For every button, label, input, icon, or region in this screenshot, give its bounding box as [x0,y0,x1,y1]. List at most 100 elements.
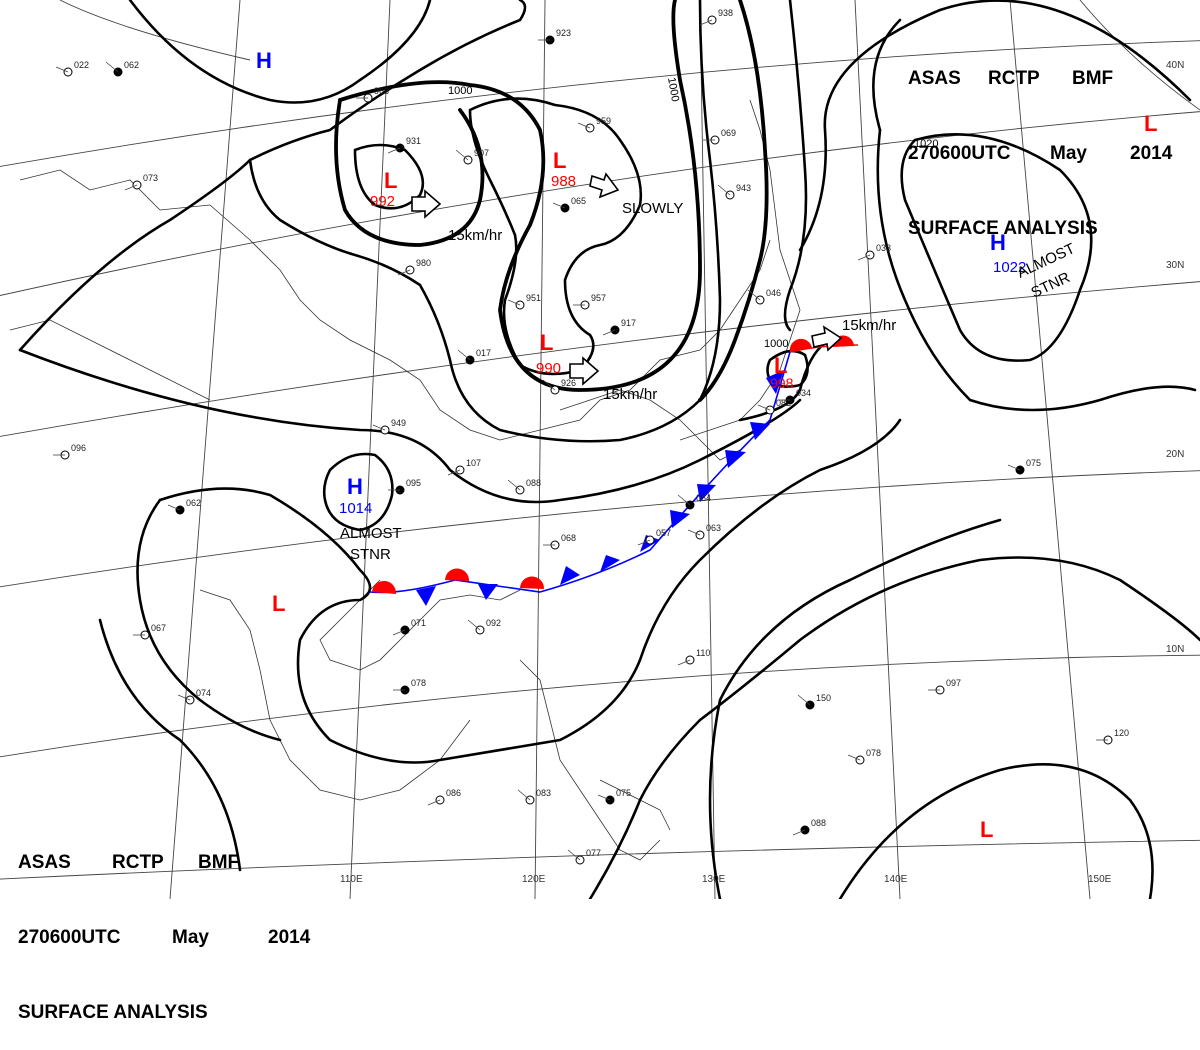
cold-front-tooth [560,566,580,585]
wind-barb [757,404,771,411]
station-pressure-value: 917 [621,318,636,328]
footer-time: 270600UTC [18,927,121,948]
title-analysis: SURFACE ANALYSIS [908,218,1098,239]
station-pressure-value: 064 [696,493,711,503]
station-pressure-value: 069 [721,128,736,138]
isobar-label: 1000 [448,85,472,97]
latitude-label: 40N [1166,60,1184,71]
pressure-centers: H L 992 L 988 L 990 L 998 H 1022 H 1014 … [256,48,1157,842]
footer-month: May [172,927,209,948]
surface-analysis-map: 1000 1000 1020 1000 H L 992 L 9 [0,0,1200,899]
almost-stationary-label: STNR [350,546,391,563]
station-pressure-value: 075 [1026,458,1041,468]
station-pressure-value: 071 [411,618,426,628]
isobar-label: 1000 [764,338,788,350]
station-pressure-value: 959 [596,116,611,126]
title-year: 2014 [1130,143,1173,164]
wind-barb [392,629,406,636]
station-pressure-value: 017 [476,348,491,358]
station-pressure-value: 931 [406,136,421,146]
isobars [18,0,1200,899]
wind-barb [699,19,713,26]
cold-front-tooth [750,422,770,440]
wind-barb [677,494,691,506]
station-pressure-value: 068 [561,533,576,543]
latitude-label: 30N [1166,260,1184,271]
isobar-labels: 1000 1000 1020 1000 [448,76,938,350]
footer-product: ASAS [18,852,71,873]
wind-barb [467,619,481,631]
latitude-label: 10N [1166,644,1184,655]
low-center-value: 998 [770,375,794,391]
station-pressure-value: 073 [143,173,158,183]
low-center-symbol: L [540,330,553,355]
station-pressure-value: 943 [736,183,751,193]
station-pressure-value: 963 [374,86,389,96]
station-pressure-value: 088 [811,818,826,828]
high-center-symbol: H [990,230,1006,255]
cold-front-tooth [600,555,620,572]
station-pressure-value: 092 [486,618,501,628]
cold-front-tooth [416,586,436,606]
footer-year: 2014 [268,927,311,948]
cold-front-tooth [697,484,716,502]
station-pressure-value: 096 [71,443,86,453]
low-center-value: 990 [536,360,561,377]
wind-barb [455,149,469,161]
title-station: RCTP [988,68,1040,89]
low-center-symbol: L [384,168,397,193]
station-pressure-value: 077 [586,848,601,858]
station-pressure-value: 057 [656,528,671,538]
wind-barb [677,659,691,666]
fronts [369,335,859,606]
longitude-label: 110E [340,874,363,885]
wind-barb [397,269,411,276]
high-center-value: 1014 [339,500,372,517]
wind-barb [552,202,566,209]
low-center-symbol: L [1144,111,1157,136]
station-pressure-value: 938 [718,8,733,18]
station-pressure-value: 150 [816,693,831,703]
latitude-label: 20N [1166,449,1184,460]
high-center-symbol: H [256,48,272,73]
title-type: BMF [1072,68,1114,89]
warm-front-bump [789,338,812,352]
cold-front-tooth [766,370,784,394]
station-pressure-value: 097 [946,678,961,688]
map-footer-title: ASAS RCTP BMF 270600UTC May 2014 SURFACE ANA… [18,800,310,1050]
station-pressure-value: 907 [474,148,489,158]
wind-barb [597,794,611,801]
station-pressure-value: 923 [556,28,571,38]
movement-arrow [811,325,843,352]
station-pressure-value: 110 [696,648,710,658]
warm-front-bump [445,568,470,581]
wind-barb [124,184,138,191]
station-pressure-value: 082 [776,398,791,408]
longitude-label: 120E [522,874,546,885]
cold-front-tooth [670,510,690,528]
cold-front-tooth [725,450,746,468]
wind-barb [105,61,119,73]
high-center-value: 1022 [993,259,1026,276]
station-pressure-value: 083 [536,788,551,798]
footer-analysis: SURFACE ANALYSIS [18,1002,208,1023]
longitude-label: 130E [702,874,726,885]
title-month: May [1050,143,1087,164]
station-pressure-value: 062 [124,60,139,70]
title-time: 270600UTC [908,143,1011,164]
wind-barb [797,694,811,706]
warm-front-bump [520,576,545,589]
station-pressure-value: 949 [391,418,406,428]
wind-barb [792,829,806,836]
wind-barb [577,122,591,129]
wind-barb [847,754,861,761]
high-center-symbol: H [347,474,363,499]
warm-front-bump [372,580,397,594]
cold-front-tooth [478,584,498,600]
wind-barb [637,539,651,546]
map-header-title: ASAS RCTP BMF 270600UTC May 2014 SURFACE ANA… [908,16,1172,266]
station-pressure-value: 022 [74,60,89,70]
wind-barb [1007,464,1021,471]
station-pressure-value: 075 [616,788,631,798]
longitude-label: 140E [884,874,908,885]
